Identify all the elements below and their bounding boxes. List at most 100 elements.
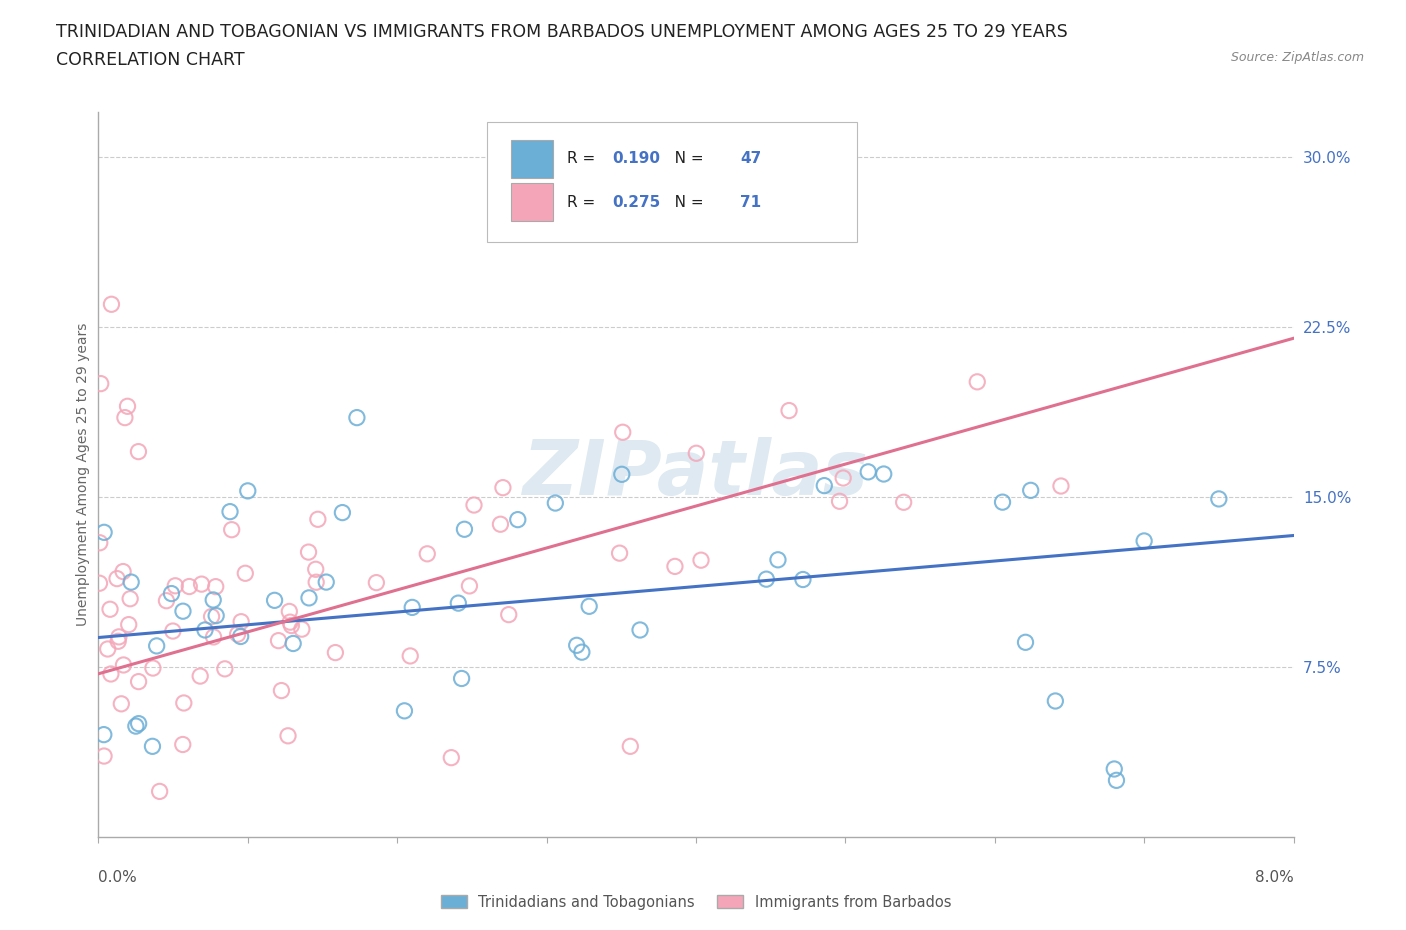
Point (226, 627, 249, 642)
Point (685, 445, 707, 460)
Point (90, 376, 112, 391)
Point (1133, 534, 1156, 549)
Point (544, 496, 567, 511)
Point (401, 600, 423, 615)
Point (690, 552, 713, 567)
Point (110, 697, 132, 711)
Text: TRINIDADIAN AND TOBAGONIAN VS IMMIGRANTS FROM BARBADOS UNEMPLOYMENT AMONG AGES 2: TRINIDADIAN AND TOBAGONIAN VS IMMIGRANTS… (56, 23, 1069, 41)
Point (778, 403, 800, 418)
Point (204, 579, 226, 594)
Point (120, 591, 142, 606)
Text: 8.0%: 8.0% (1254, 870, 1294, 884)
Point (233, 565, 256, 580)
Point (202, 592, 225, 607)
Point (229, 629, 252, 644)
Point (160, 586, 183, 601)
Text: Source: ZipAtlas.com: Source: ZipAtlas.com (1230, 51, 1364, 64)
Point (489, 517, 512, 532)
Point (155, 593, 177, 608)
Point (291, 621, 314, 636)
Point (609, 546, 631, 561)
Point (112, 658, 135, 672)
FancyBboxPatch shape (510, 183, 553, 221)
Point (277, 728, 299, 743)
Point (280, 618, 302, 633)
Point (231, 614, 253, 629)
Point (506, 512, 529, 527)
Text: R =: R = (567, 152, 600, 166)
Point (179, 579, 201, 594)
Point (93, 525, 115, 539)
Point (366, 575, 388, 590)
Point (1104, 762, 1126, 777)
Point (98, 602, 121, 617)
Point (578, 599, 600, 614)
Point (117, 399, 139, 414)
Point (307, 512, 329, 526)
Point (664, 559, 686, 574)
Point (492, 480, 515, 495)
Point (453, 522, 475, 537)
Point (399, 648, 422, 663)
Point (120, 575, 142, 590)
Point (165, 578, 187, 593)
Point (172, 604, 194, 618)
Point (270, 684, 292, 698)
Point (141, 738, 163, 753)
Point (991, 495, 1014, 510)
Point (447, 596, 470, 611)
Point (893, 495, 915, 510)
Point (200, 609, 222, 624)
Text: N =: N = (661, 152, 709, 166)
Point (114, 410, 136, 425)
Y-axis label: Unemployment Among Ages 25 to 29 years: Unemployment Among Ages 25 to 29 years (76, 323, 90, 626)
Point (315, 575, 337, 590)
Point (297, 545, 319, 560)
Point (267, 633, 290, 648)
Point (325, 645, 347, 660)
Text: R =: R = (567, 194, 600, 210)
Point (458, 578, 481, 593)
Point (463, 498, 485, 512)
Point (346, 410, 368, 425)
Point (125, 719, 148, 734)
Point (194, 622, 217, 637)
Point (278, 615, 301, 630)
Point (1045, 694, 1067, 709)
Point (305, 562, 328, 577)
Point (394, 703, 416, 718)
Point (858, 464, 880, 479)
Point (766, 552, 789, 567)
Point (162, 624, 184, 639)
Point (440, 751, 463, 765)
Point (190, 577, 212, 591)
Point (97, 642, 120, 657)
FancyBboxPatch shape (510, 140, 553, 178)
Text: ZIPatlas: ZIPatlas (523, 437, 869, 512)
Point (93, 749, 115, 764)
Point (219, 504, 242, 519)
Point (173, 696, 195, 711)
Point (112, 565, 135, 579)
Point (612, 425, 634, 440)
Point (202, 630, 225, 644)
Point (236, 484, 259, 498)
Point (1105, 773, 1128, 788)
Point (792, 572, 814, 587)
Point (107, 634, 129, 649)
Legend: Trinidadians and Tobagonians, Immigrants from Barbados: Trinidadians and Tobagonians, Immigrants… (440, 895, 952, 910)
Point (100, 667, 122, 682)
Point (283, 636, 305, 651)
Text: N =: N = (661, 194, 709, 210)
Point (142, 660, 165, 675)
Point (278, 604, 301, 618)
Point (108, 630, 131, 644)
Point (221, 523, 243, 538)
Point (450, 671, 472, 686)
Point (873, 467, 896, 482)
Point (828, 494, 851, 509)
Point (1050, 479, 1073, 494)
Point (966, 375, 988, 390)
Point (89, 576, 111, 591)
Text: 0.190: 0.190 (613, 152, 661, 166)
